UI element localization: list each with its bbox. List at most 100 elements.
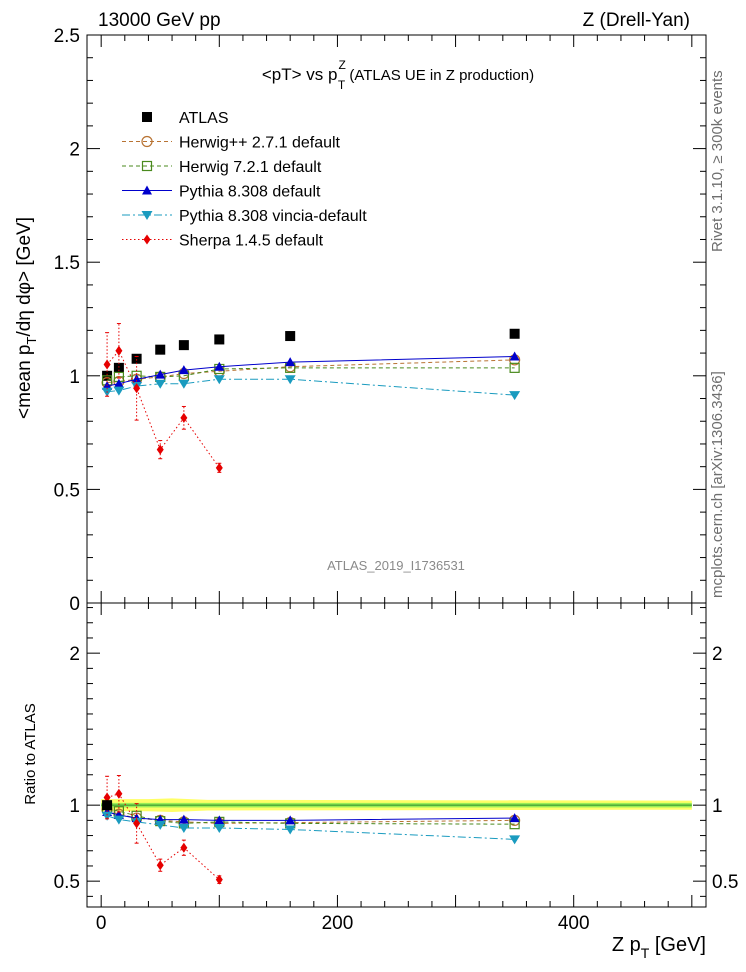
main-panel: 0 0.5 1 1.5 2 2.5 (54, 26, 707, 615)
data-point (213, 823, 225, 833)
ratio-y-tick-label: 0.5 (54, 872, 80, 893)
data-point (102, 800, 113, 811)
title-superscript: Z (338, 58, 345, 72)
series-line (106, 367, 515, 381)
series-line (106, 811, 515, 821)
ratio-y-tick-label-right: 2 (712, 644, 723, 665)
data-point (154, 820, 166, 830)
series-line (106, 809, 515, 824)
data-point (285, 357, 296, 367)
x-tick-label: 400 (558, 913, 590, 934)
legend: ATLAS Herwig++ 2.7.1 default Herwig 7.2.1 … (122, 110, 367, 250)
data-point (133, 818, 141, 829)
data-point (509, 835, 521, 845)
y-axis-label-part2: /dη dφ> [GeV] (14, 217, 35, 337)
y-tick-label: 0.5 (54, 480, 80, 501)
data-point (178, 814, 189, 824)
data-point (131, 374, 142, 384)
y-tick-label: 1.5 (54, 253, 80, 274)
analysis-watermark: ATLAS_2019_I1736531 (327, 558, 465, 573)
data-point (103, 359, 111, 370)
chart-title: <pT> vs pZ T (ATLAS UE in Z production) (262, 58, 534, 92)
data-point (178, 379, 190, 389)
data-point (103, 792, 111, 803)
side-label-rivet: Rivet 3.1.10, ≥ 300k events (709, 70, 726, 252)
legend-marker (141, 160, 153, 172)
title-suffix: (ATLAS UE in Z production) (345, 67, 534, 84)
data-point (285, 331, 296, 342)
x-axis-label-main: Z p (612, 934, 641, 956)
data-point (101, 811, 113, 821)
data-point (214, 815, 225, 825)
legend-label: Sherpa 1.4.5 default (179, 233, 324, 250)
data-point (509, 351, 520, 361)
data-point (113, 815, 125, 825)
data-point (113, 362, 124, 373)
y-tick-label: 2.5 (54, 26, 80, 47)
ratio-y-tick-label-right: 0.5 (712, 872, 738, 893)
series-line (106, 807, 515, 825)
y-axis-label-part1: <mean p (14, 345, 35, 419)
data-point (178, 340, 189, 351)
data-point (115, 788, 123, 799)
series-line (106, 355, 515, 387)
ratio-y-tick-label-right: 1 (712, 796, 723, 817)
legend-marker (141, 211, 153, 220)
data-point (215, 874, 223, 885)
legend-label: Pythia 8.308 vincia-default (179, 208, 367, 225)
y-axis-label: <mean pT/dη dφ> [GeV] (14, 217, 39, 419)
ratio-panel: 0 200 400 0.5 0.5 1 1 2 2 (54, 602, 738, 934)
data-point (509, 362, 520, 373)
data-point (156, 860, 164, 871)
data-point (133, 383, 141, 394)
data-point (113, 378, 124, 388)
x-tick-label: 0 (96, 913, 107, 934)
data-point (131, 353, 142, 364)
legend-label: ATLAS (179, 110, 229, 127)
data-point (115, 345, 123, 356)
legend-marker (142, 185, 152, 195)
data-point (178, 365, 189, 375)
header-left: 13000 GeV pp (98, 10, 221, 31)
x-tick-label: 200 (322, 913, 354, 934)
x-axis-label-subscript: T (641, 945, 650, 961)
data-point (509, 391, 521, 401)
data-point (154, 379, 166, 389)
data-point (180, 842, 188, 853)
ratio-y-tick-label: 1 (69, 796, 80, 817)
data-point (155, 344, 166, 355)
data-point (215, 462, 223, 473)
x-axis-label: Z pT [GeV] (612, 934, 706, 961)
legend-marker (143, 234, 151, 245)
series-line (106, 349, 220, 469)
legend-marker (142, 112, 152, 122)
legend-label: Pythia 8.308 default (179, 184, 321, 201)
title-main: <pT> vs p (262, 65, 338, 84)
data-point (156, 444, 164, 455)
data-point (509, 813, 520, 823)
y-tick-label: 2 (69, 140, 80, 161)
data-point (285, 815, 296, 825)
side-label-mcplots: mcplots.cern.ch [arXiv:1306.3436] (709, 371, 726, 598)
data-point (214, 334, 225, 345)
title-subscript: T (338, 78, 346, 92)
series-line (106, 815, 515, 840)
ratio-frame (86, 602, 707, 908)
ratio-y-axis-label: Ratio to ATLAS (22, 703, 39, 804)
data-point (155, 369, 166, 379)
data-point (213, 375, 225, 385)
data-point (284, 375, 296, 385)
x-axis-label-suffix: [GeV] (649, 934, 706, 956)
series-line (107, 378, 515, 396)
y-tick-label: 0 (69, 594, 80, 615)
series-line (106, 793, 220, 881)
legend-label: Herwig++ 2.7.1 default (179, 135, 341, 152)
data-point (509, 328, 520, 339)
y-axis-label-subscript: T (24, 337, 39, 345)
data-point (180, 412, 188, 423)
header-right: Z (Drell-Yan) (583, 10, 690, 31)
legend-marker (141, 135, 153, 148)
data-point (214, 361, 225, 371)
ratio-y-tick-label: 2 (69, 644, 80, 665)
